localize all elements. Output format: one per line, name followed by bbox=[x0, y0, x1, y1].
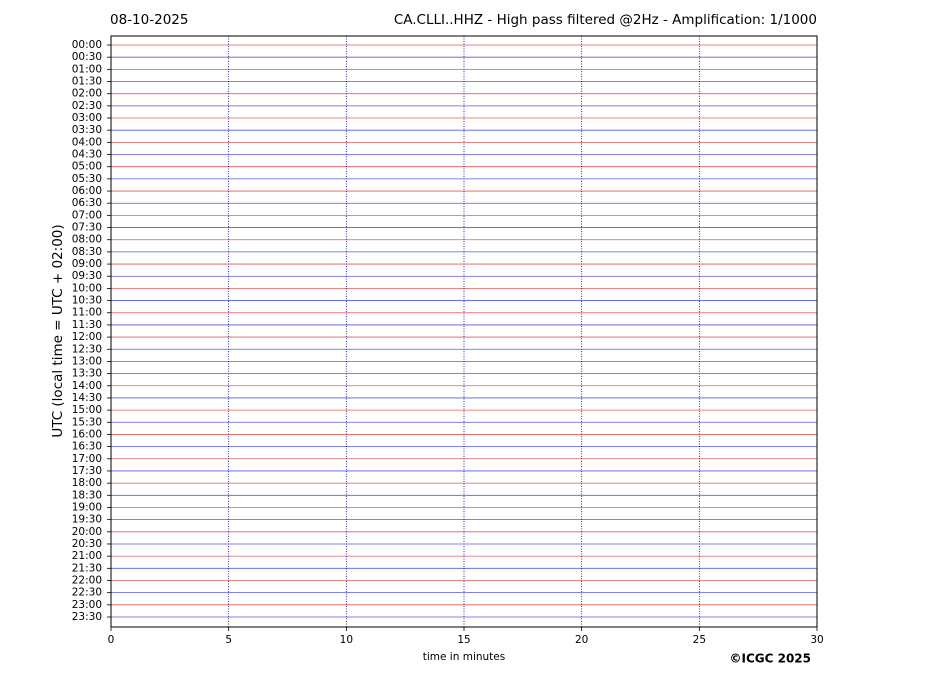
y-tick-label: 09:00 bbox=[72, 258, 102, 270]
plot-frame bbox=[110, 35, 818, 628]
y-tick-label: 11:30 bbox=[72, 319, 102, 331]
y-tick-label: 07:00 bbox=[72, 209, 102, 221]
x-tick-label: 10 bbox=[340, 634, 353, 646]
y-tick-label: 22:00 bbox=[72, 574, 102, 586]
y-tick-label: 12:00 bbox=[72, 331, 102, 343]
y-tick-label: 15:00 bbox=[72, 404, 102, 416]
y-tick-label: 12:30 bbox=[72, 343, 102, 355]
y-tick-label: 22:30 bbox=[72, 587, 102, 599]
y-tick-label: 06:00 bbox=[72, 185, 102, 197]
y-tick-label: 13:00 bbox=[72, 355, 102, 367]
y-tick-label: 05:00 bbox=[72, 161, 102, 173]
y-tick-label: 18:30 bbox=[72, 489, 102, 501]
y-tick-label: 13:30 bbox=[72, 368, 102, 380]
y-tick-label: 10:00 bbox=[72, 282, 102, 294]
y-tick-label: 04:00 bbox=[72, 136, 102, 148]
y-tick-label: 05:30 bbox=[72, 173, 102, 185]
y-tick-label: 00:30 bbox=[72, 51, 102, 63]
y-tick-label: 21:30 bbox=[72, 562, 102, 574]
y-tick-label: 17:30 bbox=[72, 465, 102, 477]
y-tick-label: 23:30 bbox=[72, 611, 102, 623]
y-tick-label: 09:30 bbox=[72, 270, 102, 282]
y-tick-label: 16:00 bbox=[72, 428, 102, 440]
y-tick-label: 18:00 bbox=[72, 477, 102, 489]
y-tick-label: 17:00 bbox=[72, 453, 102, 465]
x-tick-label: 25 bbox=[693, 634, 706, 646]
y-tick-label: 02:00 bbox=[72, 88, 102, 100]
chart-date: 08-10-2025 bbox=[110, 12, 188, 28]
y-tick-label: 03:30 bbox=[72, 124, 102, 136]
x-tick-label: 5 bbox=[225, 634, 232, 646]
y-tick-label: 14:00 bbox=[72, 380, 102, 392]
x-axis-label: time in minutes bbox=[423, 651, 505, 663]
x-tick-label: 30 bbox=[810, 634, 823, 646]
y-tick-label: 19:00 bbox=[72, 501, 102, 513]
y-tick-label: 04:30 bbox=[72, 149, 102, 161]
y-tick-label: 08:30 bbox=[72, 246, 102, 258]
y-tick-label: 20:30 bbox=[72, 538, 102, 550]
x-tick-label: 20 bbox=[575, 634, 588, 646]
y-axis-label: UTC (local time = UTC + 02:00) bbox=[50, 224, 66, 437]
y-tick-label: 01:00 bbox=[72, 63, 102, 75]
y-tick-label: 02:30 bbox=[72, 100, 102, 112]
y-tick-label: 20:00 bbox=[72, 526, 102, 538]
y-tick-label: 01:30 bbox=[72, 76, 102, 88]
chart-title: CA.CLLI..HHZ - High pass filtered @2Hz -… bbox=[394, 12, 817, 28]
y-tick-label: 08:00 bbox=[72, 234, 102, 246]
y-tick-label: 15:30 bbox=[72, 416, 102, 428]
x-tick-label: 0 bbox=[108, 634, 115, 646]
y-tick-label: 10:30 bbox=[72, 295, 102, 307]
y-tick-label: 03:00 bbox=[72, 112, 102, 124]
y-tick-label: 00:00 bbox=[72, 39, 102, 51]
y-tick-label: 21:00 bbox=[72, 550, 102, 562]
y-tick-label: 19:30 bbox=[72, 514, 102, 526]
y-tick-label: 06:30 bbox=[72, 197, 102, 209]
x-tick-label: 15 bbox=[457, 634, 470, 646]
y-tick-label: 07:30 bbox=[72, 222, 102, 234]
credit: ©ICGC 2025 bbox=[729, 652, 811, 666]
y-tick-label: 23:00 bbox=[72, 599, 102, 611]
y-tick-label: 14:30 bbox=[72, 392, 102, 404]
y-tick-label: 11:00 bbox=[72, 307, 102, 319]
y-tick-label: 16:30 bbox=[72, 441, 102, 453]
